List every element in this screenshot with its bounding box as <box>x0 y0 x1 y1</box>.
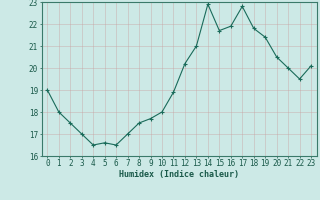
X-axis label: Humidex (Indice chaleur): Humidex (Indice chaleur) <box>119 170 239 179</box>
